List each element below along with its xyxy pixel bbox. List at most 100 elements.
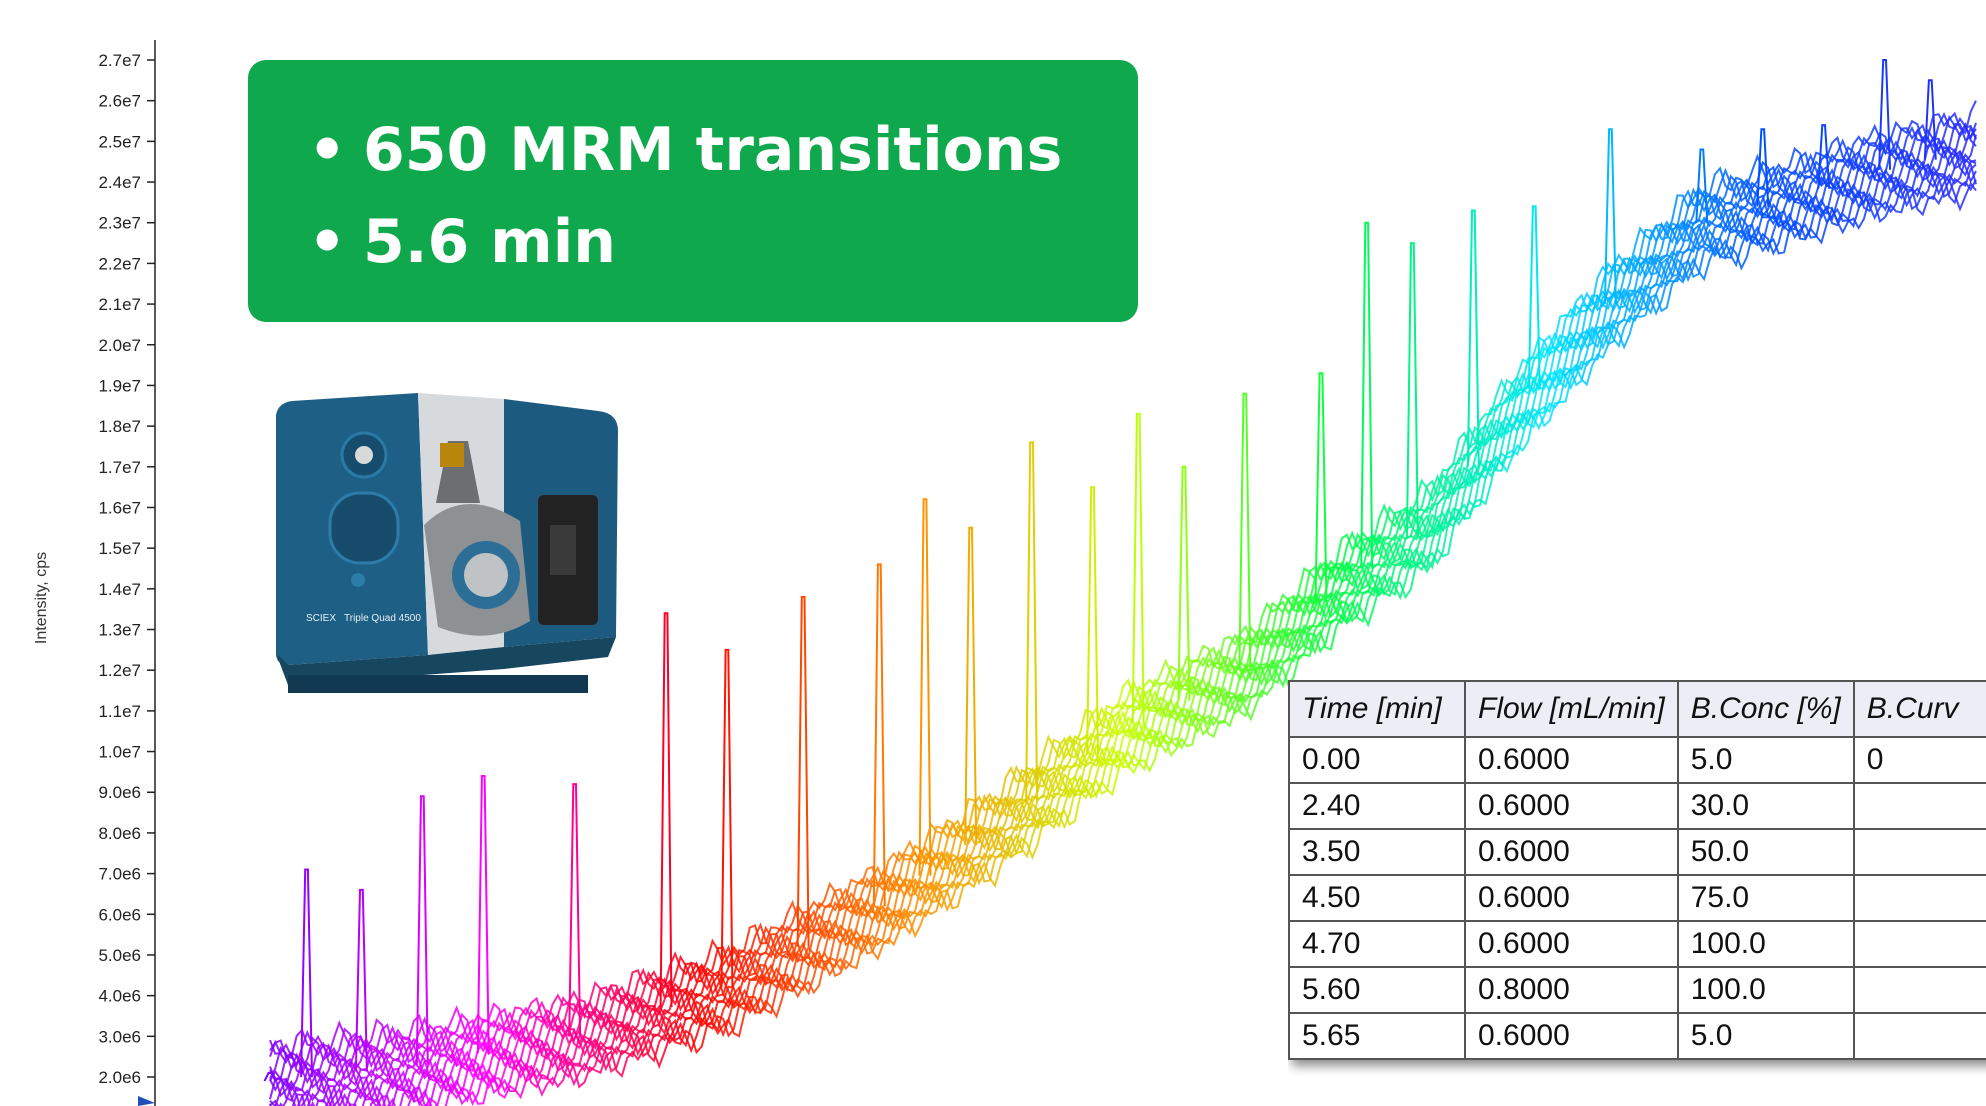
table-row: 5.60 0.8000 100.0 [1288, 966, 1986, 1014]
table-cell: 100.0 [1676, 920, 1855, 968]
y-tick-label: 1.0e7 [98, 743, 141, 762]
table-cell: 2.40 [1288, 782, 1466, 830]
table-cell: 3.50 [1288, 828, 1466, 876]
peak-trace [1466, 209, 1480, 467]
table-row: 3.50 0.6000 50.0 [1288, 828, 1986, 876]
table-cell: 0.6000 [1464, 874, 1679, 922]
instrument-model-label: Triple Quad 4500 [344, 613, 421, 624]
y-tick-label: 1.8e7 [98, 417, 141, 436]
baseline-trace [269, 121, 1977, 1081]
mass-spectrometer-image: SCIEX Triple Quad 4500 [276, 393, 618, 693]
table-cell: 5.60 [1288, 966, 1466, 1014]
peak-trace [568, 783, 582, 1037]
baseline-trace [269, 100, 1977, 1059]
y-tick-label: 6.0e6 [98, 905, 141, 924]
peak-trace [1527, 205, 1541, 389]
y-tick-label: 3.0e6 [98, 1027, 141, 1046]
table-cell: 0.6000 [1464, 736, 1679, 784]
table-cell [1852, 920, 1986, 968]
y-tick-label: 4.0e6 [98, 987, 141, 1006]
baseline-trace [269, 115, 1977, 1072]
y-axis [138, 40, 156, 1106]
peak-trace [1086, 486, 1099, 755]
table-row: 4.50 0.6000 75.0 [1288, 874, 1986, 922]
table-cell [1852, 966, 1986, 1014]
peak-trace [476, 775, 490, 1054]
peak-trace [918, 498, 932, 876]
table-header-cell: Time [min] [1288, 680, 1466, 738]
peak-trace [720, 648, 734, 988]
peak-trace [1923, 79, 1937, 160]
peak-trace [1131, 412, 1145, 724]
peak-trace [1756, 128, 1770, 207]
table-cell: 5.0 [1676, 736, 1855, 784]
peak-trace [1360, 221, 1374, 569]
table-cell [1852, 1012, 1986, 1060]
baseline-trace [269, 134, 1977, 1092]
table-row: 0.00 0.6000 5.0 0 [1288, 736, 1986, 784]
y-tick-label: 9.0e6 [98, 783, 141, 802]
peak-trace [872, 563, 886, 907]
y-tick-label: 2.0e6 [98, 1068, 141, 1087]
y-axis-title: Intensity, cps [33, 552, 50, 644]
peak-trace [1238, 392, 1252, 671]
lc-gradient-table: Time [min] Flow [mL/min] B.Conc [%] B.Curv … [1288, 680, 1986, 1060]
table-cell: 0.6000 [1464, 782, 1679, 830]
y-tick-label: 1.3e7 [98, 621, 141, 640]
peak-trace [1314, 372, 1328, 603]
peak-trace [1405, 242, 1419, 539]
peak-trace [1177, 465, 1191, 701]
y-tick-label: 1.9e7 [98, 376, 141, 395]
y-tick-label: 2.1e7 [98, 295, 141, 314]
y-tick-label: 7.0e6 [98, 865, 141, 884]
y-tick-label: 1.7e7 [98, 458, 141, 477]
table-row: 2.40 0.6000 30.0 [1288, 782, 1986, 830]
y-tick-label: 2.2e7 [98, 254, 141, 273]
peak-trace [1025, 441, 1039, 802]
y-tick-label: 1.4e7 [98, 580, 141, 599]
y-tick-label: 1.1e7 [98, 702, 141, 721]
peak-trace [415, 795, 429, 1065]
peak-trace [964, 526, 978, 846]
y-tick-label: 5.0e6 [98, 946, 141, 965]
callout-item-transitions: • 650 MRM transitions [308, 115, 1063, 185]
peak-trace [796, 596, 810, 947]
peak-trace [354, 888, 368, 1072]
table-cell: 4.50 [1288, 874, 1466, 922]
table-cell [1852, 828, 1986, 876]
table-cell: 5.0 [1676, 1012, 1855, 1060]
table-row: 4.70 0.6000 100.0 [1288, 920, 1986, 968]
chromatogram-traces [263, 59, 1977, 1106]
y-tick-label: 8.0e6 [98, 824, 141, 843]
table-cell: 75.0 [1676, 874, 1855, 922]
y-tick-label: 1.5e7 [98, 539, 141, 558]
baseline-trace [269, 147, 1977, 1104]
table-cell [1852, 874, 1986, 922]
peak-trace [1878, 59, 1892, 170]
peak-trace [659, 612, 673, 1008]
table-cell: 0.00 [1288, 736, 1466, 784]
y-tick-label: 1.6e7 [98, 498, 141, 517]
y-tick-label: 2.3e7 [98, 214, 141, 233]
summary-callout: • 650 MRM transitions • 5.6 min [248, 60, 1138, 322]
y-tick-label: 2.0e7 [98, 336, 141, 355]
table-cell: 0.6000 [1464, 1012, 1679, 1060]
table-header-cell: Flow [mL/min] [1464, 680, 1679, 738]
y-tick-label: 2.4e7 [98, 173, 141, 192]
y-tick-label: 2.7e7 [98, 51, 141, 70]
table-cell: 100.0 [1676, 966, 1855, 1014]
callout-item-runtime: • 5.6 min [308, 207, 616, 277]
peak-trace [1695, 148, 1709, 223]
table-cell: 0.6000 [1464, 920, 1679, 968]
peak-trace [1817, 124, 1831, 189]
table-cell: 30.0 [1676, 782, 1855, 830]
peak-trace [300, 868, 313, 1078]
baseline-trace [269, 150, 1977, 1106]
table-cell: 0.8000 [1464, 966, 1679, 1014]
table-cell: 0.6000 [1464, 828, 1679, 876]
table-header-cell: B.Curv [1852, 680, 1986, 738]
peak-trace [1603, 128, 1617, 305]
table-row: 5.65 0.6000 5.0 [1288, 1012, 1986, 1060]
table-cell: 5.65 [1288, 1012, 1466, 1060]
